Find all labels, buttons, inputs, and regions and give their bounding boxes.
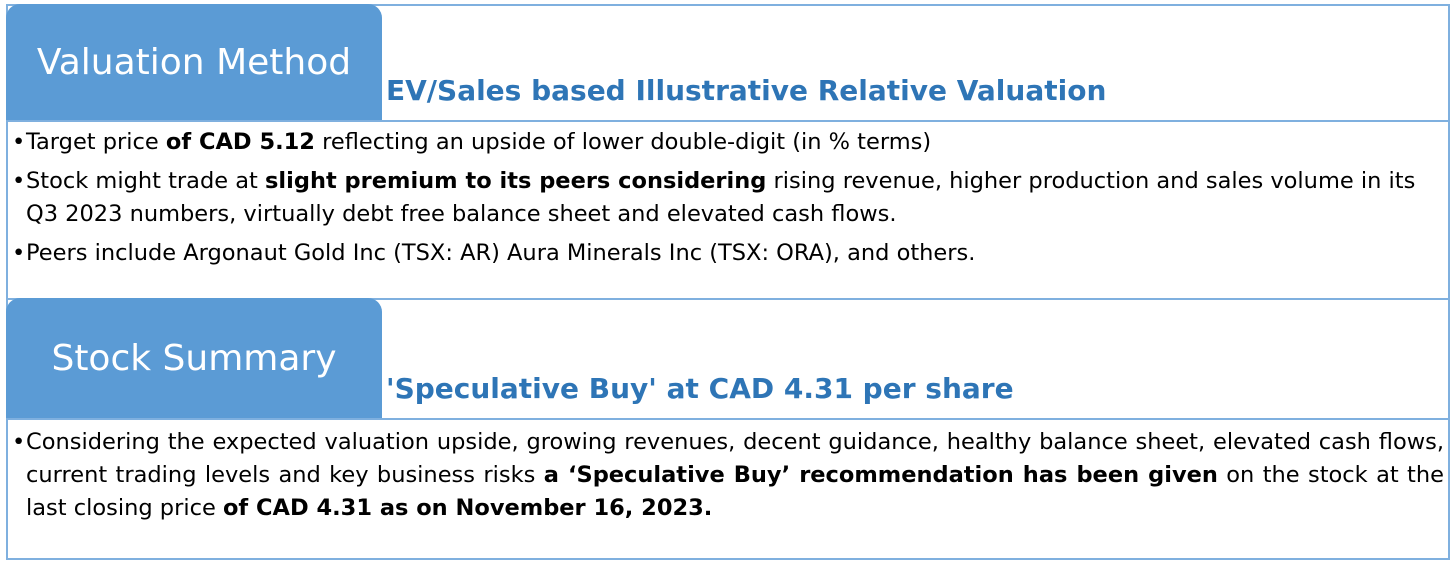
summary-divider [6, 418, 1450, 420]
bullet-bold-text: a ‘Speculative Buy’ recommendation has b… [543, 462, 1218, 488]
valuation-bullet-premium: Stock might trade at slight premium to i… [12, 165, 1444, 231]
summary-panel [6, 298, 1450, 560]
summary-subtitle: 'Speculative Buy' at CAD 4.31 per share [386, 372, 1014, 405]
bullet-text: on the stock at the last closing price [26, 462, 1444, 521]
bullet-bold-text: slight premium to its peers considering [265, 168, 767, 194]
summary-bullet-recommendation: Considering the expected valuation upsid… [12, 426, 1444, 525]
bullet-text: Target price [26, 129, 166, 155]
bullet-bold-text: of CAD 5.12 [165, 129, 315, 155]
valuation-method-tab: Valuation Method [6, 4, 382, 120]
summary-bullet-list: Considering the expected valuation upsid… [12, 426, 1444, 525]
bullet-bold-text: of CAD 4.31 as on November 16, 2023. [222, 495, 713, 521]
bullet-text: Peers include Argonaut Gold Inc (TSX: AR… [26, 240, 976, 266]
bullet-text: reflecting an upside of lower double-dig… [314, 129, 932, 155]
valuation-subtitle: EV/Sales based Illustrative Relative Val… [386, 74, 1107, 107]
stock-summary-tab: Stock Summary [6, 298, 382, 418]
valuation-bullet-list: Target price of CAD 5.12 reflecting an u… [12, 126, 1444, 276]
valuation-bullet-target-price: Target price of CAD 5.12 reflecting an u… [12, 126, 1444, 159]
valuation-bullet-peers: Peers include Argonaut Gold Inc (TSX: AR… [12, 237, 1444, 270]
bullet-text: rising revenue, higher production and sa… [26, 168, 1416, 227]
bullet-text: Stock might trade at [26, 168, 266, 194]
valuation-divider [6, 120, 1450, 122]
bullet-text: Considering the expected valuation upsid… [26, 429, 1444, 488]
